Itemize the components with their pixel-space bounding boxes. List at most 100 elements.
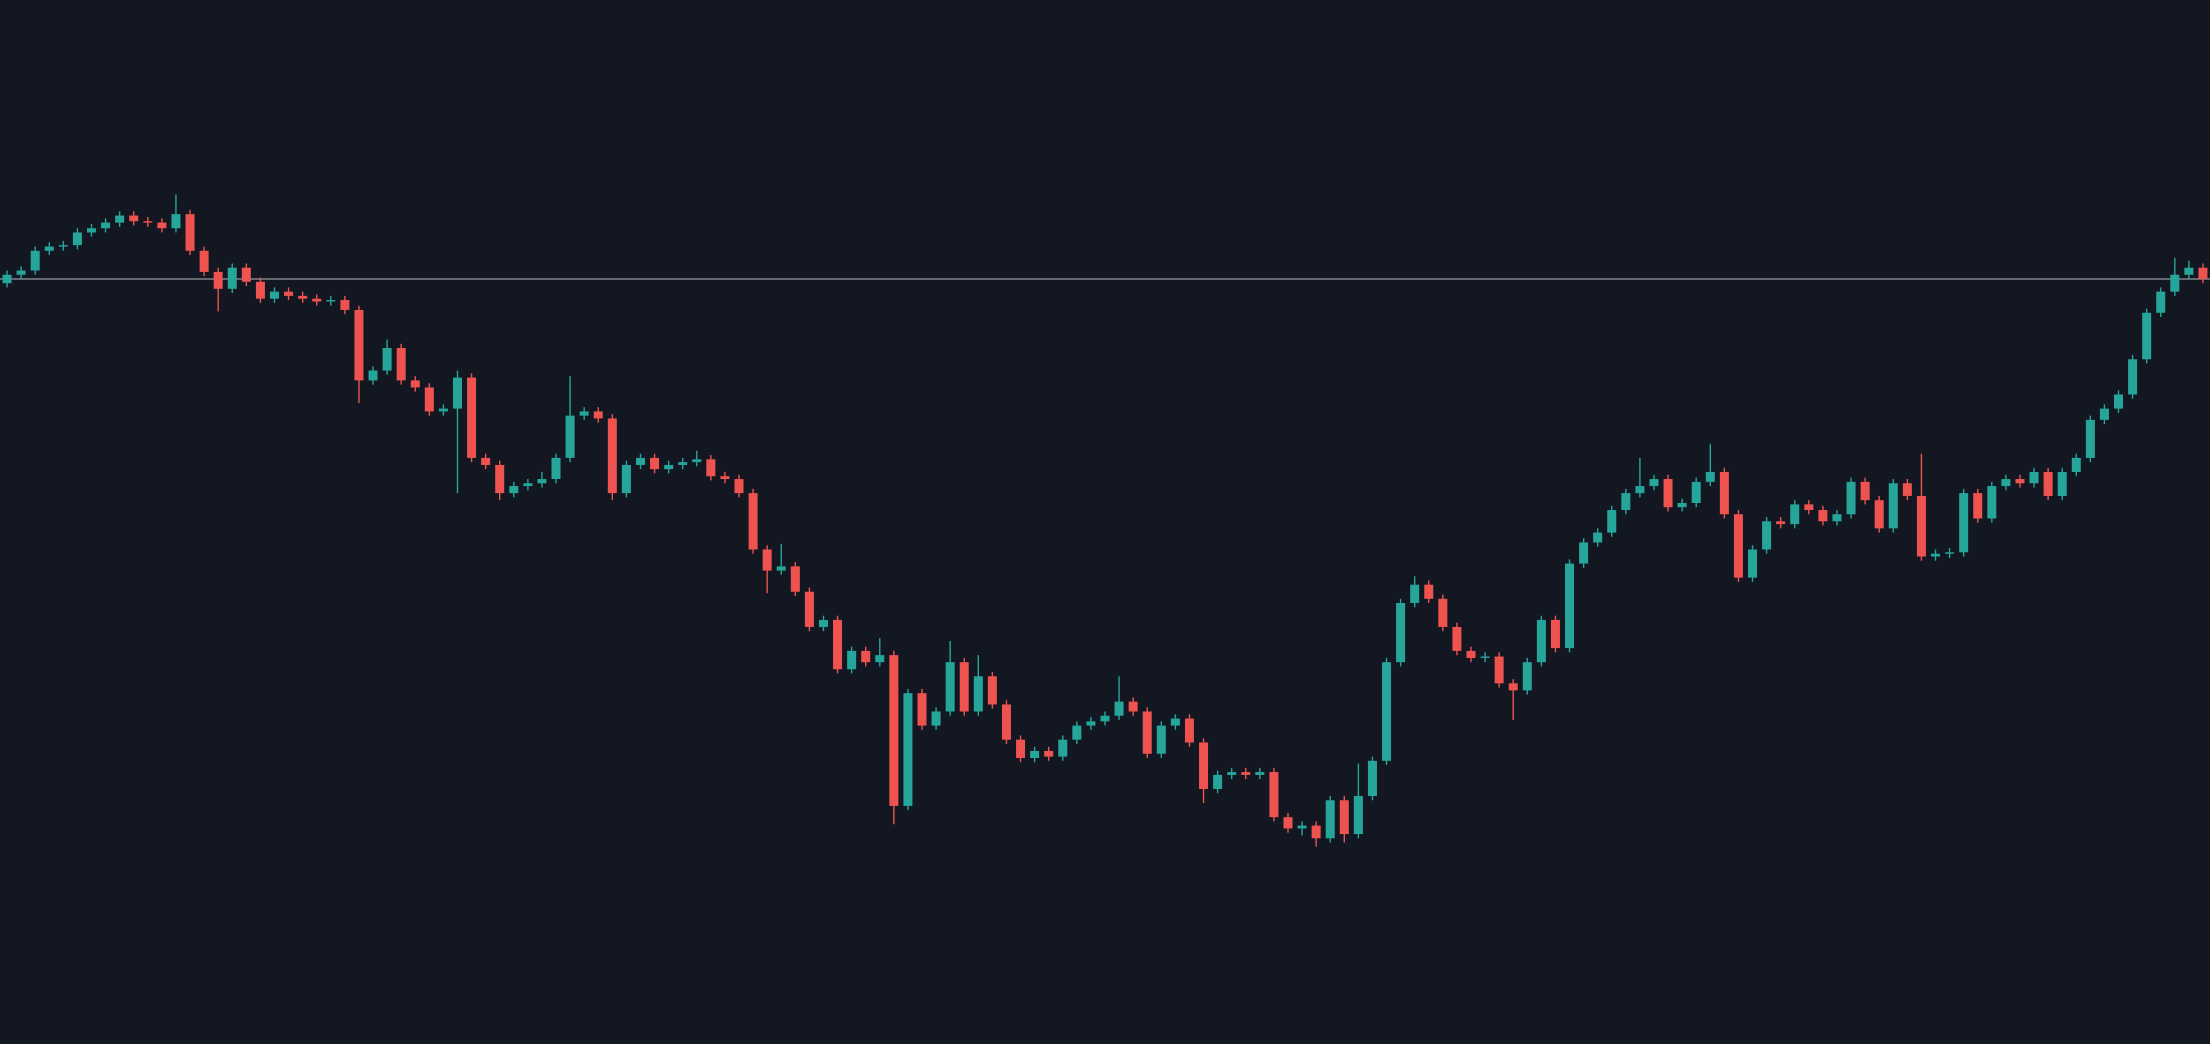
- candle-body: [1114, 701, 1124, 716]
- candle-body: [2001, 479, 2011, 487]
- candle-body: [1579, 542, 1589, 564]
- candle-body: [1213, 774, 1223, 789]
- candle-body: [241, 267, 251, 282]
- candle-body: [1128, 701, 1138, 712]
- candle-body: [1677, 502, 1687, 508]
- candle-body: [1100, 715, 1110, 722]
- candle-body: [776, 566, 786, 571]
- candle-body: [565, 415, 575, 458]
- candle-body: [2029, 471, 2039, 484]
- candle-body: [438, 408, 448, 412]
- candle-body: [1550, 619, 1560, 649]
- candle-body: [269, 291, 279, 299]
- candle-body: [157, 222, 167, 229]
- candle-body: [523, 483, 533, 487]
- candle-body: [1536, 619, 1546, 663]
- candle-body: [875, 655, 885, 663]
- candle-body: [1297, 825, 1307, 829]
- candle-body: [509, 486, 519, 494]
- candle-body: [593, 411, 603, 419]
- candle-body: [44, 246, 54, 251]
- candle-body: [72, 232, 82, 246]
- candle-body: [1762, 521, 1772, 550]
- candle-body: [1649, 479, 1659, 487]
- candle-body: [129, 215, 139, 222]
- candle-body: [424, 387, 434, 412]
- candle-body: [467, 377, 477, 458]
- candle-body: [1931, 553, 1941, 557]
- candle-body: [30, 250, 40, 271]
- candle-body: [86, 228, 97, 233]
- candle-body: [481, 457, 491, 465]
- candle-body: [1593, 532, 1603, 543]
- candle-body: [2, 274, 12, 284]
- candle-body: [1522, 662, 1532, 691]
- candle-body: [1888, 483, 1898, 529]
- candle-body: [861, 650, 871, 663]
- candle-body: [1044, 750, 1054, 757]
- candle-body: [115, 215, 125, 223]
- candle-body: [396, 348, 406, 381]
- candle-body: [917, 693, 927, 726]
- candle-body: [1466, 650, 1476, 658]
- candle-body: [2057, 471, 2067, 496]
- candle-body: [762, 549, 772, 571]
- candle-body: [1874, 500, 1884, 529]
- candle-body: [1607, 510, 1617, 533]
- candle-body: [664, 464, 674, 470]
- candle-body: [1016, 739, 1026, 758]
- candle-body: [818, 619, 828, 627]
- candle-body: [227, 267, 237, 289]
- candle-body: [2198, 267, 2208, 279]
- candle-body: [1621, 493, 1631, 511]
- candle-body: [1916, 495, 1926, 557]
- candle-body: [748, 493, 758, 550]
- candle-body: [185, 214, 195, 251]
- candle-body: [1663, 479, 1673, 508]
- candle-body: [2099, 408, 2109, 420]
- candle-body: [1705, 471, 1715, 482]
- candle-body: [410, 380, 420, 388]
- candle-body: [931, 711, 941, 726]
- candle-body: [987, 676, 997, 705]
- candle-body: [1902, 483, 1912, 496]
- candle-body: [1719, 471, 1729, 515]
- candle-body: [101, 222, 111, 229]
- candle-body: [1508, 683, 1518, 691]
- candle-body: [1227, 772, 1237, 775]
- candle-body: [650, 457, 660, 470]
- candle-body: [1382, 662, 1392, 761]
- candle-body: [734, 479, 744, 494]
- candle-body: [1748, 549, 1758, 578]
- candle-body: [1635, 486, 1645, 494]
- candle-body: [1142, 711, 1152, 754]
- candle-body: [284, 291, 294, 296]
- candle-body: [959, 662, 969, 712]
- candle-body: [1790, 504, 1800, 525]
- candle-body: [1241, 772, 1251, 775]
- candle-body: [495, 464, 505, 494]
- candle-body: [2184, 267, 2194, 275]
- candle-body: [16, 270, 26, 275]
- candle-body: [1030, 750, 1040, 758]
- candle-body: [1438, 598, 1448, 627]
- candle-body: [1565, 563, 1575, 649]
- candle-body: [298, 295, 308, 299]
- candle-body: [2071, 457, 2081, 472]
- candle-body: [2156, 291, 2166, 313]
- candle-body: [2015, 479, 2025, 484]
- candle-body: [945, 662, 955, 712]
- candle-body: [847, 650, 857, 670]
- candle-body: [1396, 603, 1406, 663]
- candle-body: [1255, 772, 1265, 775]
- candle-body: [452, 377, 462, 409]
- candle-body: [1945, 552, 1955, 554]
- candle-body: [1846, 481, 1856, 515]
- candle-body: [1283, 817, 1293, 829]
- candle-body: [1832, 514, 1842, 522]
- candle-body: [1170, 718, 1180, 726]
- candle-body: [255, 281, 265, 299]
- candle-body: [1184, 718, 1194, 743]
